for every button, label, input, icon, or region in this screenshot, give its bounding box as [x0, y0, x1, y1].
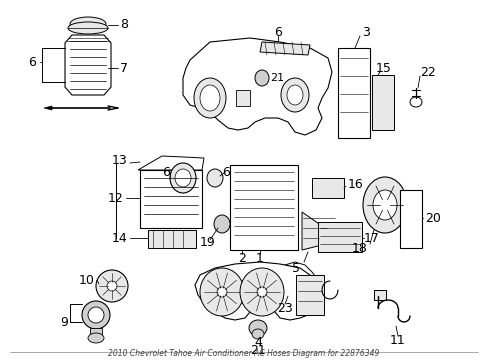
Text: 19: 19: [200, 235, 215, 248]
Polygon shape: [183, 38, 331, 135]
Ellipse shape: [251, 329, 264, 339]
Ellipse shape: [200, 268, 244, 316]
Ellipse shape: [170, 163, 196, 193]
Text: 3: 3: [361, 26, 369, 39]
Ellipse shape: [70, 17, 106, 31]
Ellipse shape: [206, 169, 223, 187]
Ellipse shape: [88, 333, 104, 343]
Ellipse shape: [107, 281, 117, 291]
Polygon shape: [65, 35, 111, 95]
Text: 2010 Chevrolet Tahoe Air Conditioner AC Hoses Diagram for 22876349: 2010 Chevrolet Tahoe Air Conditioner AC …: [108, 349, 379, 358]
Ellipse shape: [175, 169, 191, 187]
Text: 13: 13: [112, 153, 127, 166]
Ellipse shape: [194, 78, 225, 118]
Ellipse shape: [248, 320, 266, 336]
Text: 6: 6: [162, 166, 169, 179]
Ellipse shape: [240, 268, 284, 316]
Ellipse shape: [257, 287, 266, 297]
Bar: [90, 328, 102, 338]
Text: 4: 4: [254, 336, 262, 348]
Ellipse shape: [214, 215, 229, 233]
Polygon shape: [260, 42, 309, 55]
Text: 8: 8: [120, 18, 128, 31]
Ellipse shape: [68, 22, 108, 34]
Ellipse shape: [96, 270, 128, 302]
Text: 7: 7: [120, 62, 128, 75]
Bar: [399, 190, 421, 248]
Text: 12: 12: [108, 192, 123, 204]
Bar: [317, 222, 361, 252]
Text: 6: 6: [28, 55, 36, 68]
Bar: [373, 290, 385, 300]
Text: 18: 18: [351, 242, 367, 255]
Text: 22: 22: [419, 66, 435, 78]
Text: 5: 5: [291, 261, 299, 274]
Text: 23: 23: [277, 302, 292, 315]
Text: 1: 1: [256, 252, 264, 265]
Bar: [229, 165, 297, 250]
Ellipse shape: [88, 307, 104, 323]
Ellipse shape: [217, 287, 226, 297]
Ellipse shape: [281, 78, 308, 112]
Text: 17: 17: [363, 231, 379, 244]
Bar: [311, 178, 343, 198]
Text: 11: 11: [389, 333, 405, 346]
Text: 16: 16: [347, 179, 363, 192]
Ellipse shape: [372, 190, 396, 220]
Polygon shape: [195, 262, 319, 320]
Bar: [295, 275, 324, 315]
Text: 6: 6: [222, 166, 229, 179]
Bar: [371, 75, 393, 130]
Ellipse shape: [286, 85, 303, 105]
Bar: [140, 170, 202, 228]
Bar: [148, 230, 196, 248]
Bar: [337, 48, 369, 138]
Text: 21: 21: [250, 343, 265, 356]
Text: 14: 14: [112, 231, 127, 244]
Ellipse shape: [409, 97, 421, 107]
Text: 15: 15: [375, 62, 391, 75]
Ellipse shape: [254, 70, 268, 86]
Text: 21: 21: [269, 73, 284, 83]
Bar: [236, 90, 249, 106]
Ellipse shape: [200, 85, 220, 111]
Polygon shape: [44, 106, 52, 110]
Polygon shape: [238, 262, 321, 302]
Text: 6: 6: [273, 26, 282, 39]
Polygon shape: [302, 212, 341, 250]
Text: 2: 2: [238, 252, 245, 265]
Ellipse shape: [82, 301, 110, 329]
Text: 9: 9: [60, 315, 68, 328]
Text: 20: 20: [424, 211, 440, 225]
Polygon shape: [138, 156, 203, 170]
Ellipse shape: [362, 177, 406, 233]
Text: 10: 10: [79, 274, 95, 287]
